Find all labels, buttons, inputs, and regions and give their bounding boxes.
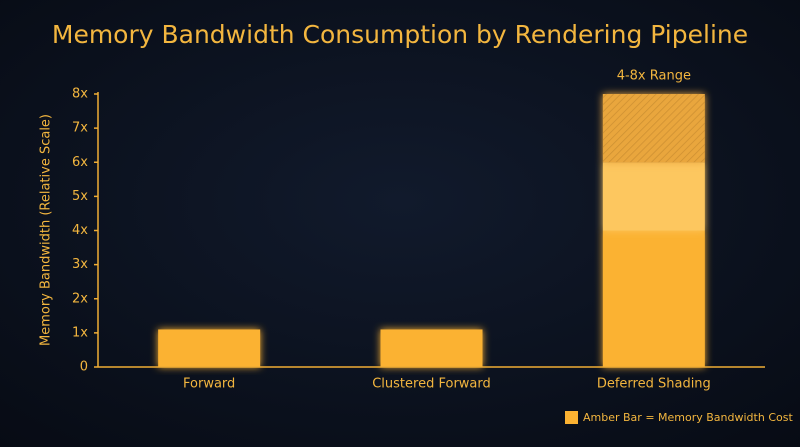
bar-segment-group: [602, 230, 705, 367]
y-tick-label: 0: [80, 360, 88, 375]
chart-title: Memory Bandwidth Consumption by Renderin…: [52, 20, 748, 49]
bar: [158, 329, 261, 367]
plot: [158, 94, 705, 367]
bar-hatch: [602, 94, 705, 163]
legend-label: Amber Bar = Memory Bandwidth Cost: [583, 411, 793, 424]
bar: [380, 329, 483, 367]
x-tick-label: Deferred Shading: [597, 377, 711, 392]
y-tick-label: 3x: [72, 257, 88, 272]
y-tick-label: 4x: [72, 223, 88, 238]
y-tick-label: 5x: [72, 189, 88, 204]
bar-segment-group: [158, 329, 261, 367]
x-tick-label: Clustered Forward: [372, 377, 491, 392]
bar-segment-group: [380, 329, 483, 367]
y-tick-label: 7x: [72, 121, 88, 136]
bar-segment-group: [602, 162, 705, 231]
y-axis-label: Memory Bandwidth (Relative Scale): [39, 114, 54, 346]
legend-swatch: [565, 411, 578, 424]
y-tick-label: 6x: [72, 155, 88, 170]
annotation: 4-8x Range: [617, 69, 691, 84]
bar: [602, 230, 705, 367]
y-tick-label: 2x: [72, 291, 88, 306]
bar: [602, 162, 705, 231]
bar-segment-group: [602, 94, 705, 163]
x-tick-label: Forward: [183, 377, 235, 392]
y-tick-label: 8x: [72, 87, 88, 102]
y-tick-label: 1x: [72, 325, 88, 340]
